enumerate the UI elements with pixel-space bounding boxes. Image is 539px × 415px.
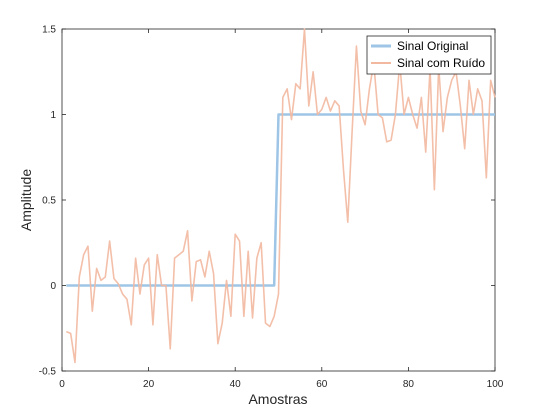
y-tick-label: 1.5	[42, 25, 56, 36]
plot-area	[61, 28, 496, 372]
y-tick-label: -0.5	[39, 367, 57, 378]
x-tick-label: 40	[230, 379, 242, 390]
ticks: 0 20 40 60 80 100-0.500.511.5	[39, 25, 504, 391]
x-tick-label: 0	[59, 379, 65, 390]
y-tick-label: 1	[50, 110, 56, 121]
legend-box	[366, 35, 492, 75]
series-line-sinal-original	[66, 113, 495, 287]
series-line-sinal-com-ruido	[66, 28, 496, 364]
axes-box	[61, 28, 496, 372]
legend-label-sinal-com-ruido: Sinal com Ruído	[397, 56, 485, 70]
y-tick-label: 0.5	[42, 196, 56, 207]
x-tick-label: 80	[403, 379, 415, 390]
y-axis-label: Amplitude	[18, 169, 34, 231]
x-tick-label: 20	[143, 379, 155, 390]
x-axis-label: Amostras	[248, 391, 307, 407]
y-tick-label: 0	[50, 281, 56, 292]
legend-label-sinal-original: Sinal Original	[397, 39, 468, 53]
x-tick-label: 60	[316, 379, 328, 390]
x-tick-label: 100	[487, 379, 504, 390]
series-layer	[66, 28, 496, 364]
legend: Sinal Original Sinal com Ruído	[366, 35, 492, 75]
